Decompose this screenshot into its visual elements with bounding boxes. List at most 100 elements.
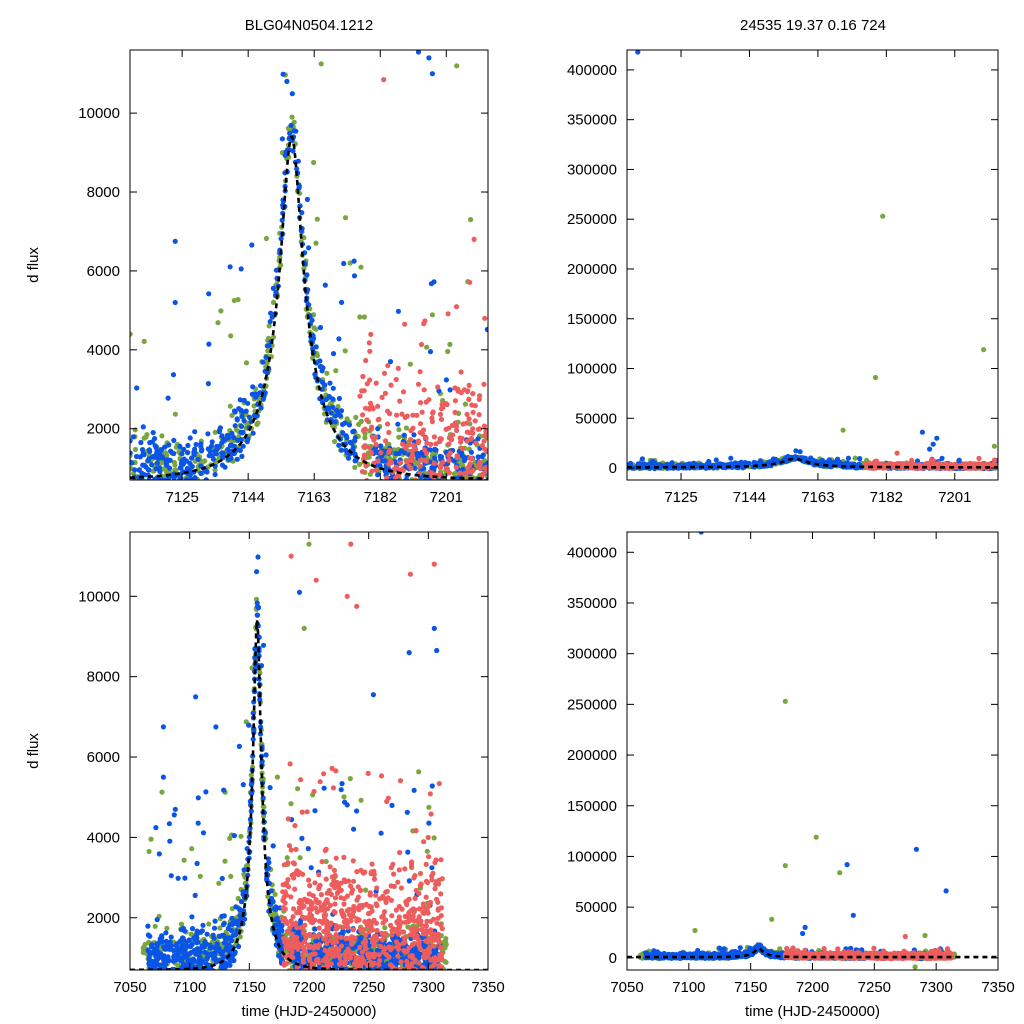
data-point xyxy=(192,429,198,435)
y-tick-label: 8000 xyxy=(87,184,120,201)
data-point xyxy=(222,858,228,864)
data-point xyxy=(328,973,333,978)
data-point xyxy=(386,449,392,455)
data-point xyxy=(221,787,227,793)
data-point xyxy=(466,396,472,402)
data-point xyxy=(227,403,233,409)
data-point xyxy=(179,965,185,970)
data-point xyxy=(245,436,251,442)
data-point xyxy=(440,478,446,480)
data-point xyxy=(422,318,428,324)
data-point xyxy=(207,448,213,455)
data-point xyxy=(269,895,275,902)
data-point xyxy=(404,459,410,465)
data-point xyxy=(130,331,133,337)
data-point xyxy=(240,443,246,449)
data-point xyxy=(213,956,219,963)
data-point xyxy=(387,411,393,417)
data-point xyxy=(443,426,449,432)
data-point xyxy=(173,971,178,976)
data-point xyxy=(237,397,243,403)
data-point xyxy=(173,972,178,977)
data-point xyxy=(338,787,344,793)
data-point xyxy=(360,373,366,380)
data-point xyxy=(376,962,382,968)
data-point xyxy=(395,308,401,314)
data-point xyxy=(351,258,357,264)
data-point xyxy=(422,457,428,463)
data-point xyxy=(229,938,235,944)
data-point xyxy=(193,441,199,448)
data-point xyxy=(233,904,239,910)
data-point xyxy=(253,413,259,419)
data-point xyxy=(396,971,401,976)
data-point xyxy=(400,389,407,395)
data-point xyxy=(424,971,429,976)
data-point xyxy=(192,958,198,964)
data-point xyxy=(387,359,394,365)
y-tick-label: 300000 xyxy=(567,161,617,178)
data-point xyxy=(165,954,171,960)
data-point xyxy=(181,456,187,462)
data-point xyxy=(150,484,155,489)
data-point xyxy=(369,426,375,432)
y-axis-label: d flux xyxy=(25,247,42,283)
data-point xyxy=(209,971,214,976)
x-tick-label: 7125 xyxy=(165,489,198,506)
data-point xyxy=(163,930,169,936)
data-point xyxy=(341,973,346,978)
data-point xyxy=(193,973,198,978)
data-point xyxy=(416,974,421,979)
data-point xyxy=(207,945,213,951)
data-point xyxy=(460,421,466,427)
data-point xyxy=(356,973,361,978)
data-point xyxy=(420,431,426,437)
data-point xyxy=(386,973,391,978)
outlier-point xyxy=(471,236,477,242)
data-point xyxy=(263,235,269,242)
data-point xyxy=(449,480,454,485)
data-point xyxy=(265,893,271,900)
data-point xyxy=(236,743,242,750)
data-point xyxy=(406,498,411,503)
data-point xyxy=(467,455,473,461)
data-point xyxy=(401,432,407,438)
data-point xyxy=(226,450,232,456)
outlier-point xyxy=(231,297,237,304)
data-point xyxy=(639,456,646,462)
data-points xyxy=(130,50,488,503)
data-point xyxy=(132,427,138,433)
data-point xyxy=(142,941,148,948)
data-point xyxy=(395,975,400,980)
data-point xyxy=(221,954,227,960)
data-point xyxy=(445,348,451,355)
data-point xyxy=(373,442,379,448)
data-point xyxy=(459,450,465,456)
data-point xyxy=(326,970,331,975)
data-point xyxy=(181,971,186,976)
data-point xyxy=(382,925,388,931)
data-point xyxy=(152,923,158,929)
data-point xyxy=(463,481,468,486)
data-point xyxy=(403,445,409,451)
data-point xyxy=(230,933,236,939)
data-point xyxy=(420,935,426,941)
data-point xyxy=(158,983,163,988)
data-point xyxy=(338,408,345,414)
data-point xyxy=(308,865,314,871)
data-point xyxy=(455,481,460,486)
data-point xyxy=(440,397,446,404)
data-point xyxy=(265,348,271,354)
data-point xyxy=(468,435,474,442)
data-point xyxy=(453,304,460,310)
data-point xyxy=(269,314,275,320)
data-point xyxy=(345,976,350,981)
data-point xyxy=(857,456,863,462)
data-point xyxy=(342,348,348,354)
data-point xyxy=(132,467,138,473)
data-point xyxy=(258,383,264,389)
data-point xyxy=(351,826,357,832)
data-point xyxy=(296,972,301,977)
data-point xyxy=(370,406,376,412)
data-point xyxy=(209,443,215,449)
